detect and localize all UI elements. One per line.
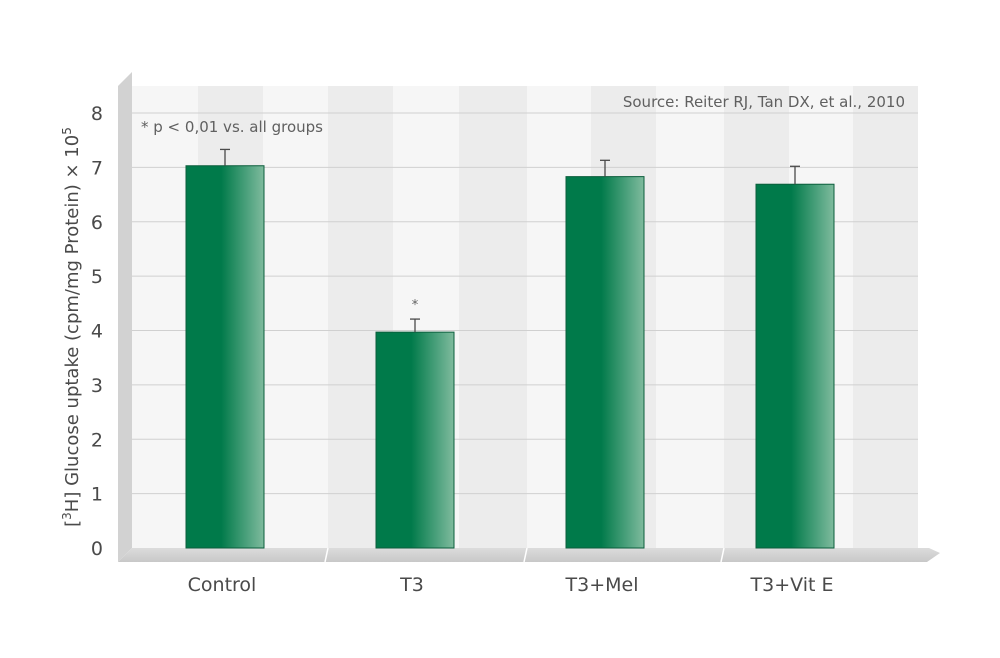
bar-t3 <box>375 331 455 549</box>
y-tick-label: 7 <box>91 157 103 179</box>
x-category-label: T3 <box>399 574 424 596</box>
background-band <box>459 86 527 548</box>
y-tick-label: 5 <box>91 266 103 288</box>
significance-note: * p < 0,01 vs. all groups <box>141 118 323 136</box>
y-tick-label: 6 <box>91 212 103 234</box>
y-label-isotope-sup: 3 <box>60 512 74 520</box>
x-axis-floor <box>118 548 940 562</box>
y-label-exponent-sup: 5 <box>60 127 74 135</box>
bar-t3-mel <box>565 176 645 549</box>
y-tick-label: 0 <box>91 538 103 560</box>
x-category-label: T3+Vit E <box>750 574 834 596</box>
y-label-open-bracket: [ <box>62 520 83 527</box>
y-tick-label: 8 <box>91 103 103 125</box>
y-tick-label: 2 <box>91 429 103 451</box>
y-tick-label: 4 <box>91 321 103 343</box>
significance-marker: * <box>412 298 419 313</box>
y-axis-wall <box>118 72 132 562</box>
floor-divider <box>324 547 329 563</box>
source-note: Source: Reiter RJ, Tan DX, et al., 2010 <box>623 93 905 111</box>
background-band <box>853 86 918 548</box>
y-axis-label: [3H] Glucose uptake (cpm/mg Protein) × 1… <box>60 127 83 527</box>
y-tick-label: 1 <box>91 484 103 506</box>
bar-control <box>185 165 265 549</box>
y-tick-label: 3 <box>91 375 103 397</box>
y-label-main: H] Glucose uptake (cpm/mg Protein) × 10 <box>62 135 83 512</box>
floor-divider <box>523 547 528 563</box>
background-band <box>656 86 724 548</box>
bar-t3-vit-e <box>755 183 835 549</box>
x-category-label: T3+Mel <box>565 574 639 596</box>
background-band <box>263 86 328 548</box>
floor-divider <box>720 547 725 563</box>
x-category-label: Control <box>188 574 257 596</box>
